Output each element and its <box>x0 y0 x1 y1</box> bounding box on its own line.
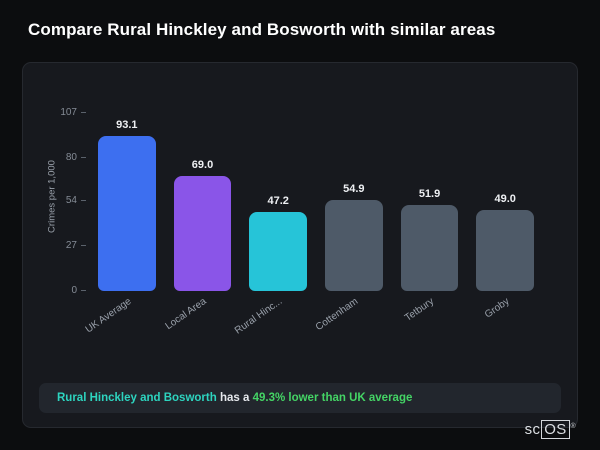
logo-prefix: sc <box>524 421 541 438</box>
registered-trademark-icon: ® <box>570 423 576 430</box>
bar-group-local-area: 69.0 Local Area <box>164 113 241 332</box>
y-tick-label: 80 <box>65 151 87 163</box>
summary-statistic: 49.3% lower than UK average <box>252 392 413 404</box>
bar-group-uk-average: 93.1 UK Average <box>83 113 165 336</box>
bar-group-cottenham: 54.9 Cottenham <box>314 113 392 333</box>
logo-suffix: OS <box>541 420 570 439</box>
summary-connector: has a <box>216 392 253 404</box>
bar-rural-hinc <box>249 212 307 291</box>
y-tick-label: 107 <box>60 107 86 118</box>
bar-value-label: 54.9 <box>343 182 365 195</box>
y-axis: 0 27 54 80 107 <box>41 108 87 296</box>
y-tick-label: 54 <box>65 195 87 207</box>
y-tick-label: 0 <box>71 285 85 296</box>
x-tick-label: Rural Hinc... <box>233 296 285 337</box>
summary-area-name: Rural Hinckley and Bosworth <box>57 392 217 404</box>
bar-tetbury <box>400 204 459 291</box>
bar-group-tetbury: 51.9 Tetbury <box>392 113 468 324</box>
page-title: Compare Rural Hinckley and Bosworth with… <box>28 20 496 39</box>
x-tick-label: Tetbury <box>402 296 436 324</box>
bar-value-label: 93.1 <box>116 119 138 132</box>
bar-cottenham <box>325 199 383 291</box>
bar-groby <box>476 209 534 291</box>
bar-value-label: 69.0 <box>191 159 214 172</box>
bar-value-label: 51.9 <box>418 187 441 200</box>
x-tick-label: Local Area <box>163 296 209 333</box>
bar-chart-plot-area: 93.1 UK Average 69.0 Local Area 47.2 Rural Hi… <box>83 113 543 337</box>
bar-group-rural-hinc: 47.2 Rural Hinc... <box>233 113 316 337</box>
scos-logo: sc OS ® <box>524 420 576 439</box>
x-tick-label: UK Average <box>83 296 134 336</box>
bar-local-area <box>173 176 232 291</box>
bar-value-label: 49.0 <box>494 192 516 205</box>
bar-uk-average <box>98 136 156 291</box>
y-tick-label: 27 <box>65 240 87 252</box>
chart-card: Crimes per 1,000 0 27 54 80 107 93.1 UK Avera… <box>22 62 578 428</box>
x-tick-label: Cottenham <box>313 296 361 334</box>
bar-value-label: 47.2 <box>267 195 289 208</box>
x-tick-label: Groby <box>482 296 512 321</box>
summary-note: Rural Hinckley and Bosworth has a 49.3% … <box>39 383 561 413</box>
bar-group-groby: 49.0 Groby <box>467 113 543 321</box>
